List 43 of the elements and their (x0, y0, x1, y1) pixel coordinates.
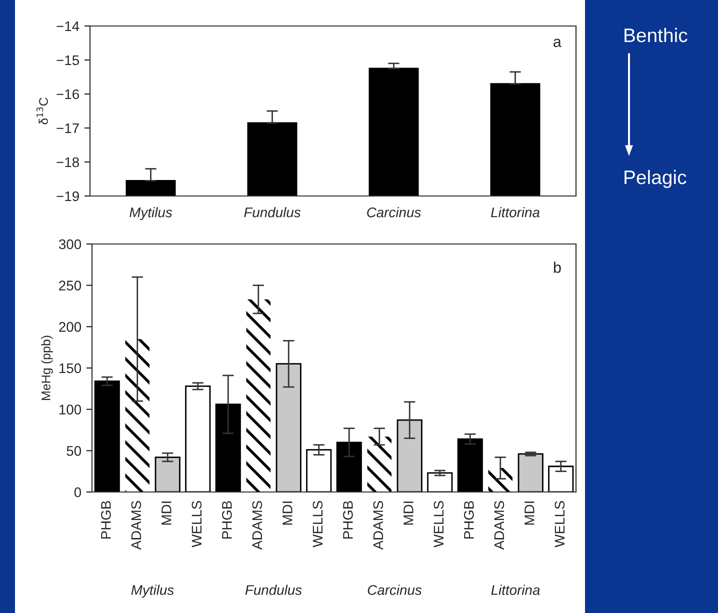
y-tick-label: −14 (56, 21, 80, 32)
x-tick-label: Mytilus (131, 584, 174, 598)
text: WELLS (554, 500, 565, 548)
x-tick-label: Littorina (491, 584, 540, 595)
text: MDI (404, 502, 414, 525)
text: PHGB (222, 501, 232, 539)
text: PHGB (343, 501, 353, 539)
text: PHGB (101, 501, 111, 539)
text: MDI (162, 502, 172, 525)
text: ADAMS (252, 500, 262, 550)
text: MDI (524, 502, 534, 525)
y-tick-label: 0 (74, 487, 82, 498)
y-tick-label: 50 (66, 446, 82, 456)
x-tick-label: Littorina (490, 207, 540, 218)
annotation: b (554, 262, 561, 273)
x-tick-label: Mytilus (130, 207, 172, 220)
y-tick-label: −16 (56, 89, 79, 100)
text: ADAMS (494, 500, 504, 550)
text: ADAMS (131, 500, 142, 550)
y-tick-label: 200 (59, 322, 82, 332)
text: WELLS (312, 500, 323, 548)
text: Benthic (624, 28, 688, 42)
x-tick-label: Fundulus (244, 207, 301, 218)
y-tick-label: 150 (59, 363, 82, 374)
y-tick-label: −15 (56, 55, 79, 66)
x-tick-label: Carcinus (367, 207, 421, 218)
text: PHGB (464, 501, 474, 539)
y-tick-label: −17 (56, 123, 79, 134)
y-tick-label: −19 (56, 191, 79, 202)
text: ADAMS (373, 500, 384, 550)
y-tick-label: 250 (59, 280, 82, 291)
annotation: a (554, 38, 562, 48)
y-tick-label: 100 (59, 404, 82, 415)
y-axis-title: δ$^{13}$C (36, 98, 48, 124)
text: MDI (282, 502, 292, 525)
x-tick-label: Fundulus (245, 584, 302, 595)
y-axis-title: MeHg (ppb) (41, 336, 53, 400)
y-tick-label: −18 (56, 157, 79, 168)
x-tick-label: Carcinus (368, 584, 422, 595)
text: Pelagic (624, 170, 686, 188)
y-tick-label: 300 (58, 239, 82, 250)
text: WELLS (434, 500, 444, 548)
text: WELLS (192, 500, 202, 548)
